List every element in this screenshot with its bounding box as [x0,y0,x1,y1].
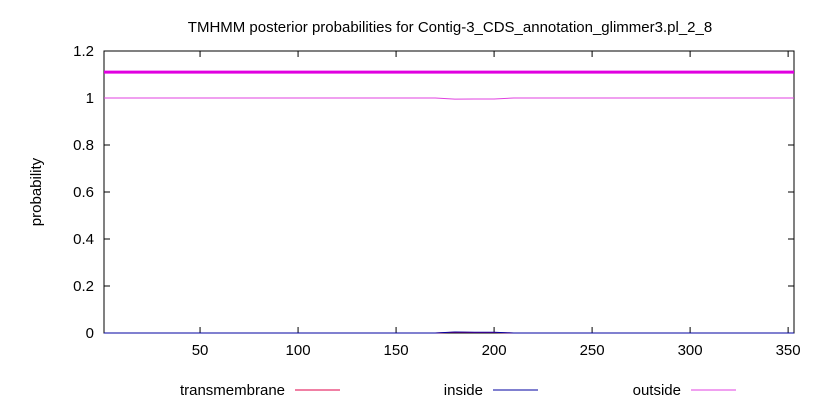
series-line-inside [104,331,794,334]
x-tick-label: 100 [286,342,311,359]
x-tick-label: 200 [482,342,507,359]
y-tick-label: 0.2 [73,278,94,295]
y-tick-label: 0.4 [73,231,94,248]
x-tick-label: 50 [192,342,209,359]
plot-area: 0 0.2 0.4 0.6 0.8 1 1.2 50 100 150 200 250 300 350 [73,43,800,359]
y-tick-label: 1 [86,90,94,107]
legend: transmembrane inside outside [180,382,736,399]
legend-label-inside: inside [444,382,483,399]
legend-label-outside: outside [633,382,681,399]
x-tick-label: 300 [678,342,703,359]
series-line-outside [104,97,794,100]
y-axis-label: probability [28,157,45,226]
y-tick-label: 1.2 [73,43,94,60]
legend-label-transmembrane: transmembrane [180,382,285,399]
y-tick-label: 0 [86,325,94,342]
chart-title: TMHMM posterior probabilities for Contig… [188,19,712,36]
plot-frame [103,50,795,334]
x-tick-label: 150 [384,342,409,359]
y-tick-label: 0.6 [73,184,94,201]
x-tick-label: 350 [776,342,801,359]
y-tick-label: 0.8 [73,137,94,154]
x-tick-label: 250 [580,342,605,359]
